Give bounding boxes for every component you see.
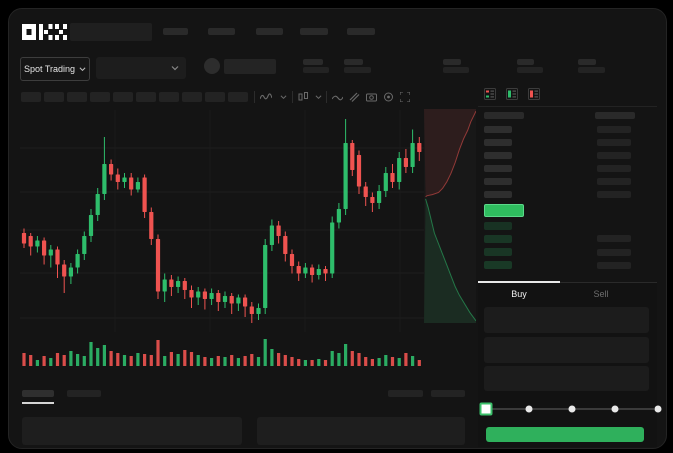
fullscreen-icon[interactable]: [400, 92, 410, 102]
chevron-down-icon: [171, 65, 179, 70]
volume-chart: [20, 336, 425, 366]
pair-dropdown[interactable]: [96, 57, 186, 79]
spot-trading-selector[interactable]: Spot Trading: [20, 57, 90, 81]
buy-submit-button[interactable]: [486, 427, 644, 442]
bottom-tab-active[interactable]: [22, 390, 54, 397]
timeframe-button[interactable]: [159, 92, 179, 102]
ask-row-size: [597, 178, 631, 185]
timeframe-button[interactable]: [136, 92, 156, 102]
indicator-icon[interactable]: [298, 92, 309, 102]
ask-row-price[interactable]: [484, 178, 512, 185]
slider-stop[interactable]: [611, 405, 619, 413]
ask-row-size: [597, 126, 631, 133]
ticker-stat-label: [578, 59, 596, 65]
timeframe-button[interactable]: [21, 92, 41, 102]
nav-item-placeholder[interactable]: [300, 28, 328, 35]
amount-slider[interactable]: [479, 402, 662, 416]
ticker-stat-value: [443, 67, 469, 73]
ask-row-price[interactable]: [484, 139, 512, 146]
ticker-stat-value: [303, 67, 329, 73]
ask-row-price[interactable]: [484, 152, 512, 159]
spot-trading-label: Spot Trading: [23, 64, 76, 74]
bid-row-size: [597, 249, 631, 256]
ask-row-price[interactable]: [484, 126, 512, 133]
orderbook-bids-view-icon[interactable]: [506, 88, 518, 100]
bid-row-price[interactable]: [484, 235, 512, 243]
timeframe-button[interactable]: [205, 92, 225, 102]
timeframe-button[interactable]: [113, 92, 133, 102]
toolbar-divider: [292, 91, 293, 103]
toolbar-divider: [254, 91, 255, 103]
tab-buy[interactable]: Buy: [511, 289, 527, 299]
timeframe-button[interactable]: [228, 92, 248, 102]
bottom-panel: [22, 417, 242, 445]
ask-row-size: [597, 152, 631, 159]
bid-row-size: [597, 262, 631, 269]
total-input[interactable]: [484, 366, 649, 391]
bid-row-price[interactable]: [484, 261, 512, 269]
orderbook-col-header: [595, 112, 635, 119]
nav-item-placeholder[interactable]: [208, 28, 235, 35]
settings-icon[interactable]: [383, 92, 394, 102]
ask-row-price[interactable]: [484, 165, 512, 172]
candlestick-chart[interactable]: [20, 110, 425, 332]
nav-item-placeholder[interactable]: [163, 28, 188, 35]
bottom-tab-indicator: [22, 402, 54, 404]
bottom-action-placeholder[interactable]: [388, 390, 423, 397]
pair-name-placeholder: [224, 59, 276, 74]
timeframe-button[interactable]: [67, 92, 87, 102]
tabs-divider: [478, 282, 657, 283]
nav-item-placeholder[interactable]: [256, 28, 283, 35]
ask-row-price[interactable]: [484, 191, 512, 198]
ask-row-size: [597, 165, 631, 172]
timeframe-button[interactable]: [44, 92, 64, 102]
orderbook-asks-view-icon[interactable]: [528, 88, 540, 100]
bid-row-price[interactable]: [484, 248, 512, 256]
chevron-down-icon[interactable]: [315, 95, 322, 100]
price-input[interactable]: [484, 307, 649, 333]
ticker-stat-label: [344, 59, 363, 65]
bid-row-size: [597, 235, 631, 242]
nav-item-placeholder[interactable]: [347, 28, 375, 35]
trendline-icon[interactable]: [332, 94, 343, 101]
orderbook-combined-view-icon[interactable]: [484, 88, 496, 100]
last-price-badge[interactable]: [484, 204, 524, 217]
camera-icon[interactable]: [366, 92, 377, 102]
compare-icon[interactable]: [349, 92, 360, 102]
orderbook-col-header: [484, 112, 524, 119]
ticker-stat-value: [344, 67, 371, 73]
depth-chart[interactable]: [424, 109, 476, 323]
pair-coin-avatar: [204, 58, 220, 74]
amount-input[interactable]: [484, 337, 649, 363]
ticker-stat-value: [517, 67, 543, 73]
slider-stop[interactable]: [568, 405, 576, 413]
orderbook-divider: [478, 106, 657, 107]
slider-stop[interactable]: [654, 405, 662, 413]
chevron-down-icon[interactable]: [280, 95, 287, 100]
bottom-action-placeholder[interactable]: [431, 390, 465, 397]
timeframe-button[interactable]: [182, 92, 202, 102]
ticker-stat-label: [517, 59, 534, 65]
ticker-stat-value: [578, 67, 605, 73]
bottom-panel: [257, 417, 465, 445]
chevron-down-icon: [79, 66, 86, 71]
bottom-tab[interactable]: [67, 390, 101, 397]
ticker-stat-label: [303, 59, 323, 65]
bid-row-price[interactable]: [484, 222, 512, 230]
ask-row-size: [597, 191, 631, 198]
ask-row-size: [597, 139, 631, 146]
slider-stop[interactable]: [525, 405, 533, 413]
toolbar-divider: [326, 91, 327, 103]
timeframe-button[interactable]: [90, 92, 110, 102]
buy-tab-indicator: [478, 281, 560, 283]
tab-sell[interactable]: Sell: [593, 289, 609, 299]
okx-logo[interactable]: [22, 24, 69, 40]
chart-style-icon[interactable]: [260, 92, 272, 102]
ticker-stat-label: [443, 59, 461, 65]
global-search-input[interactable]: [70, 23, 152, 41]
slider-handle[interactable]: [479, 402, 493, 416]
